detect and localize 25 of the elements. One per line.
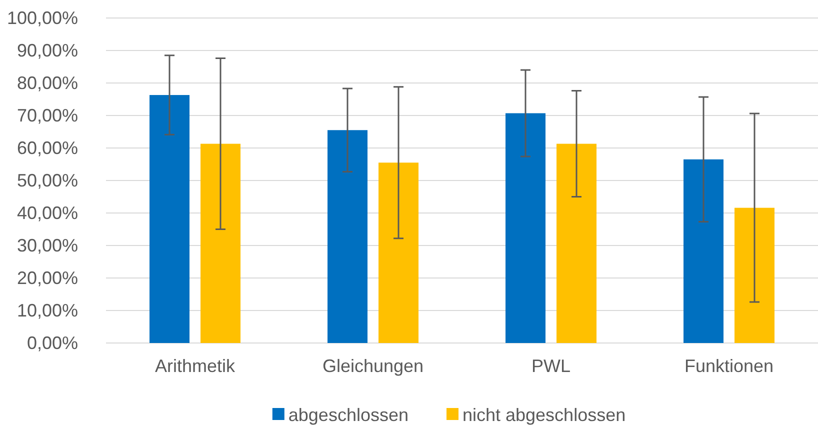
bar (150, 95, 190, 343)
bar (378, 162, 418, 343)
legend-label: abgeschlossen (288, 405, 408, 425)
y-tick-label: 100,00% (6, 8, 78, 28)
y-tick-label: 0,00% (26, 332, 78, 353)
x-tick-label: Arithmetik (154, 356, 236, 376)
y-tick-label: 30,00% (16, 235, 78, 256)
y-tick-label: 80,00% (16, 72, 78, 93)
bar (506, 113, 546, 343)
y-tick-label: 50,00% (16, 170, 78, 190)
y-tick-label: 70,00% (16, 105, 78, 126)
bar (200, 144, 240, 343)
y-tick-label: 60,00% (16, 138, 78, 158)
y-tick-label: 20,00% (16, 268, 78, 288)
bar (684, 159, 724, 343)
x-tick-label: Funktionen (684, 356, 774, 376)
bar (556, 144, 596, 343)
x-tick-label: PWL (531, 356, 571, 376)
legend-label: nicht abgeschlossen (462, 405, 626, 425)
bar (734, 208, 774, 343)
bar (328, 130, 368, 343)
y-tick-label: 40,00% (16, 202, 78, 223)
y-tick-label: 90,00% (16, 40, 78, 60)
y-tick-label: 10,00% (16, 300, 78, 320)
x-tick-label: Gleichungen (322, 356, 424, 376)
